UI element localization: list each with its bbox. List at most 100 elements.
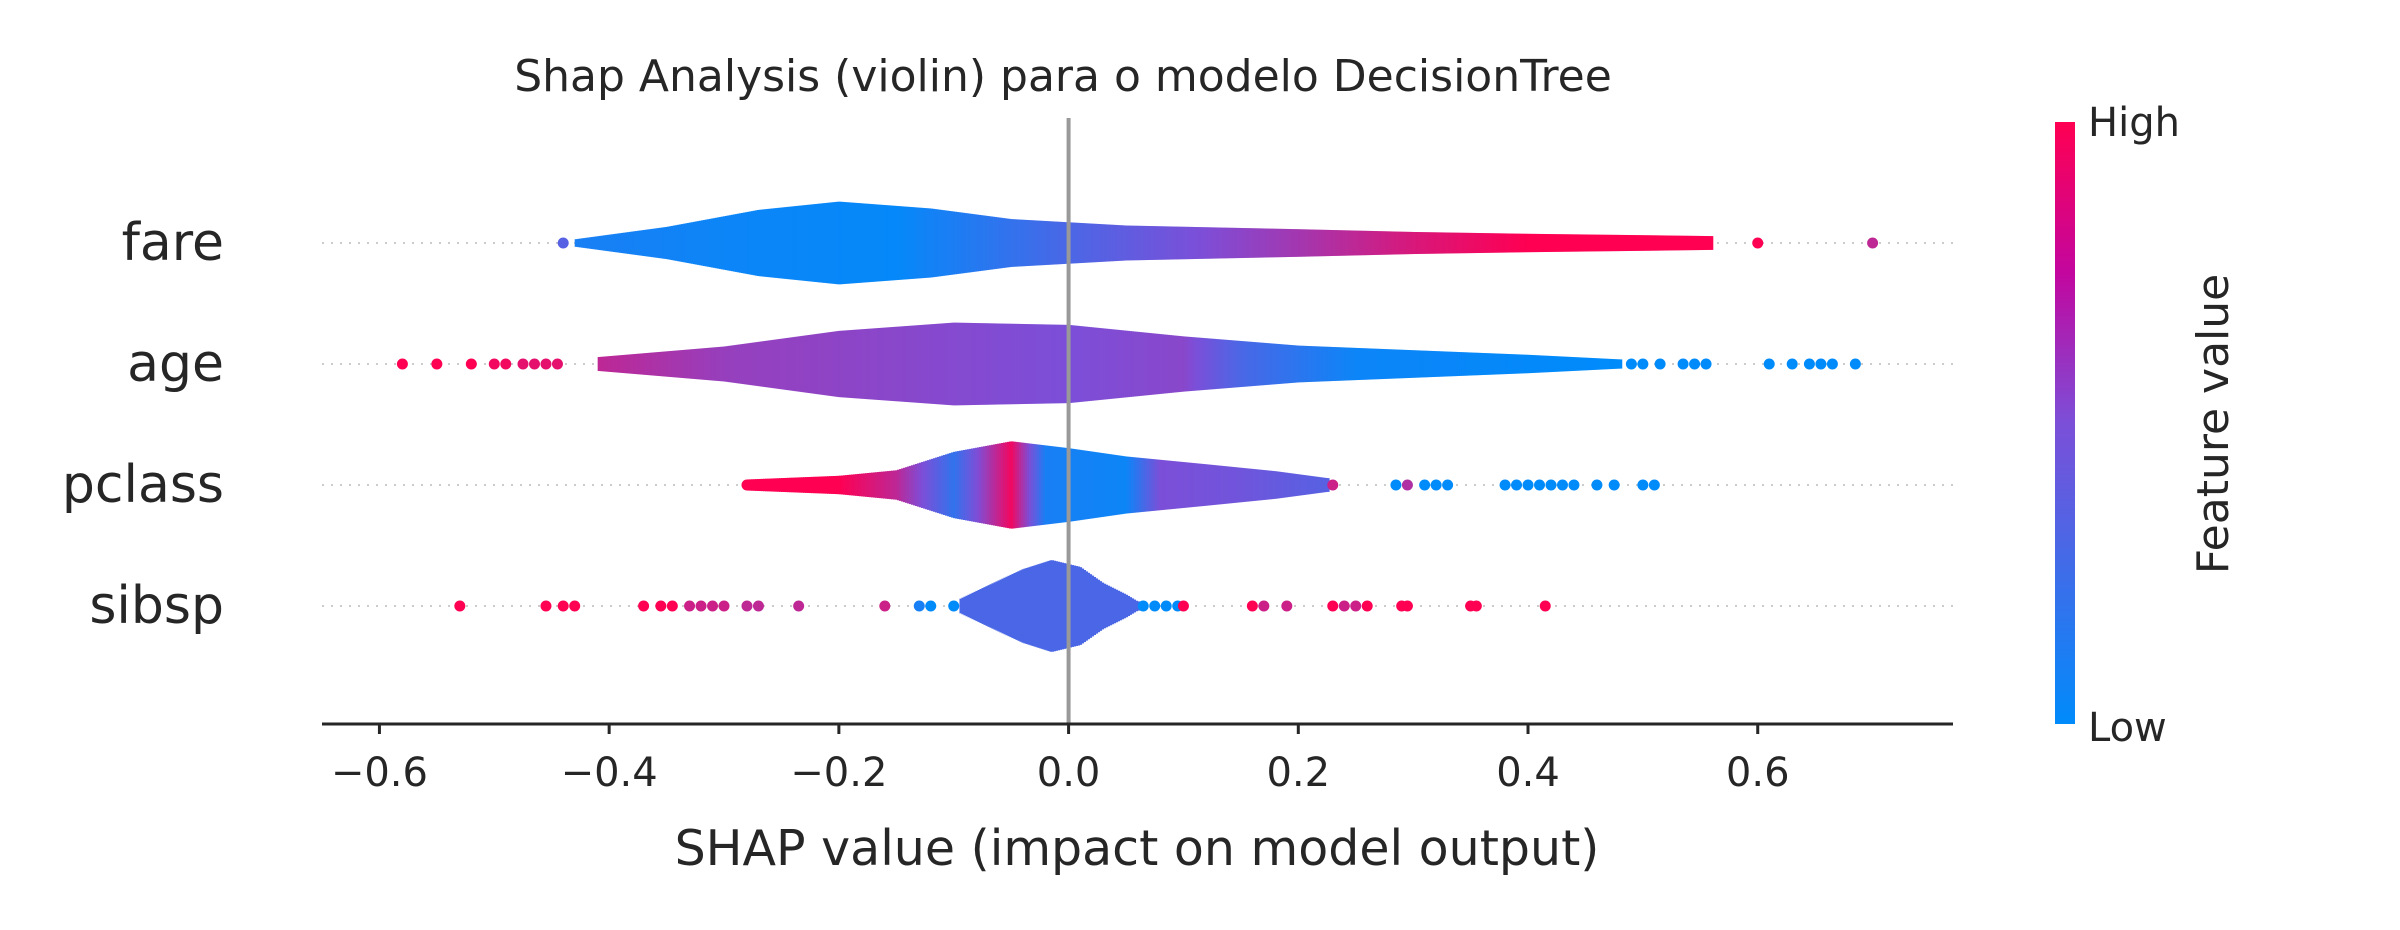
violin-slice [1453,351,1457,377]
violin-slice [1225,339,1229,389]
violin-slice [1075,566,1079,646]
violin-slice [580,238,584,248]
violin-slice [902,467,906,503]
violin-slice [1385,349,1389,379]
violin-slice [1140,225,1144,261]
violin-slice [1400,231,1404,255]
violin-slice [952,451,956,519]
violin-slice [1586,234,1590,252]
violin-slice [782,207,786,279]
violin-slice [1478,233,1482,253]
outlier-point-sibsp [1160,600,1172,612]
violin-slice [1479,352,1483,376]
violin-slice [672,225,676,261]
violin-slice [726,215,730,271]
violin-slice [684,223,688,263]
violin-slice [1048,221,1052,265]
violin-slice [690,222,694,264]
violin-slice [711,347,715,381]
violin-slice [1419,350,1423,378]
violin-slice [1010,219,1014,267]
violin-slice [825,332,829,396]
violin-slice [1289,344,1293,384]
violin-slice [667,351,671,377]
violin-slice [1199,337,1203,391]
violin-slice [620,232,624,254]
violin-slice [1457,352,1461,376]
violin-slice [1233,340,1237,388]
violin-slice [1202,464,1206,506]
violin-slice [987,585,991,627]
violin-slice [1071,325,1075,403]
violin-slice [1054,446,1058,524]
violin-slice [1329,346,1333,382]
violin-slice [1584,234,1588,252]
violin-slice [1447,351,1451,377]
violin-slice [851,329,855,399]
violin-slice [962,449,966,521]
violin-slice [717,346,721,382]
violin-slice [1129,331,1133,397]
violin-slice [1588,234,1592,252]
violin-slice [944,454,948,516]
violin-slice [1615,359,1619,369]
violin-slice [1684,235,1688,251]
violin-slice [1410,231,1414,255]
violin-slice [1546,234,1550,252]
violin-age [597,322,1623,406]
violin-slice [1541,355,1545,373]
violin-slice [1250,228,1254,258]
violin-slice [1522,233,1526,253]
violin-slice [768,208,772,278]
violin-slice [1305,345,1309,383]
violin-slice [812,476,816,494]
violin-slice [1379,348,1383,380]
violin-slice [728,215,732,271]
violin-slice [989,323,993,405]
violin-slice [1334,230,1338,256]
violin-slice [993,582,997,630]
violin-slice [1040,445,1044,525]
violin-slice [1169,335,1173,393]
violin-slice [778,478,782,492]
violin-slice [831,331,835,397]
violin-slice [1508,233,1512,253]
violin-slice [1111,329,1115,399]
violin-sibsp [959,560,1141,652]
violin-slice [1117,329,1121,399]
violin-slice [952,211,956,275]
violin-slice [881,327,885,401]
violin-slice [1104,224,1108,262]
violin-slice [814,203,818,283]
violin-slice [1503,353,1507,375]
violin-slice [1642,235,1646,251]
violin-slice [1340,230,1344,256]
violin-slice [1587,357,1591,371]
violin-slice [1236,467,1240,503]
violin-slice [1070,448,1074,522]
outlier-point-pclass [1568,479,1580,491]
violin-slice [1276,228,1280,258]
violin-slice [1487,353,1491,375]
violin-slice [1524,233,1528,253]
violin-slice [756,210,760,276]
violin-slice [723,346,727,382]
violin-slice [900,468,904,502]
outlier-point-age [1700,358,1712,370]
violin-slice [1223,339,1227,389]
violin-slice [1244,228,1248,258]
violin-slice [1497,353,1501,375]
violin-slice [1196,227,1200,259]
violin-slice [1140,458,1144,512]
violin-slice [1095,578,1099,634]
violin-slice [661,351,665,377]
violin-slice [660,227,664,259]
violin-slice [1112,454,1116,516]
violin-slice [1226,227,1230,259]
violin-slice [810,204,814,282]
violin-slice [634,231,638,255]
violin-slice [628,231,632,255]
violin-slice [765,340,769,388]
violin-slice [1168,460,1172,510]
violin-slice [978,214,982,272]
